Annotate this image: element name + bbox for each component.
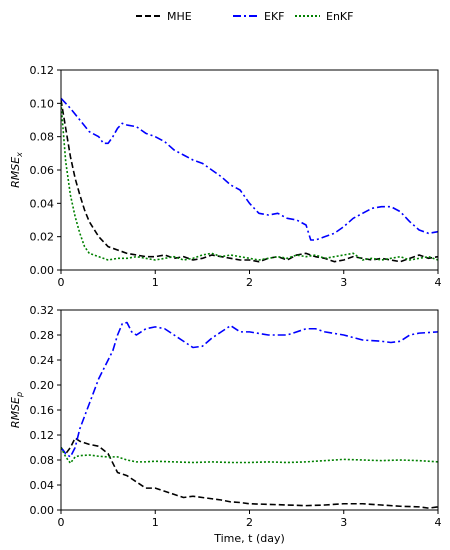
panel-rmse-x: 0.00 0.02 0.04 0.06 0.08 0.10 0.12 0 1 2 3 4 RMSEx [9, 64, 442, 289]
series-line-enkf [61, 103, 438, 261]
panel-rmse-p: 0.00 0.04 0.08 0.12 0.16 0.20 0.24 0.28 0.32 0 1 2 3… [9, 304, 442, 545]
legend-label-mhe: MHE [167, 10, 192, 23]
y-tick-label: 0.12 [30, 429, 55, 442]
y-tick-label: 0.02 [30, 231, 55, 244]
y-tick-label: 0.08 [30, 131, 55, 144]
y-tick-label: 0.06 [30, 164, 55, 177]
legend: MHE EKF EnKF [136, 10, 353, 23]
series-line-ekf [61, 97, 438, 241]
plot-frame [60, 309, 439, 511]
y-axis-label-subscript: p [15, 392, 24, 398]
y-axis-label-base: RMSE [9, 157, 22, 188]
y-tick-label: 0.10 [30, 97, 55, 110]
series-line-mhe [61, 437, 438, 509]
y-tick-label: 0.32 [30, 304, 55, 317]
series-line-ekf [61, 321, 438, 458]
x-tick-label: 3 [340, 516, 347, 529]
legend-label-enkf: EnKF [326, 10, 353, 23]
y-tick-label: 0.28 [30, 329, 55, 342]
x-tick-label: 0 [58, 516, 65, 529]
x-tick-label: 2 [246, 516, 253, 529]
y-tick-label: 0.00 [30, 264, 55, 277]
y-tick-label: 0.20 [30, 379, 55, 392]
y-tick-label: 0.04 [30, 197, 55, 210]
y-axis-label: RMSEp [9, 392, 24, 428]
x-tick-label: 3 [340, 276, 347, 289]
series-line-enkf [61, 447, 438, 464]
series-line-mhe [61, 99, 438, 263]
y-tick-label: 0.00 [30, 504, 55, 517]
x-tick-label: 4 [435, 276, 442, 289]
legend-label-ekf: EKF [264, 10, 285, 23]
x-tick-label: 1 [152, 516, 159, 529]
y-axis-label-base: RMSE [9, 397, 22, 428]
y-tick-label: 0.04 [30, 479, 55, 492]
x-tick-label: 4 [435, 516, 442, 529]
y-axis-label: RMSEx [9, 152, 24, 188]
x-tick-label: 2 [246, 276, 253, 289]
x-axis-label: Time, t (day) [213, 532, 285, 545]
y-tick-label: 0.08 [30, 454, 55, 467]
x-tick-label: 0 [58, 276, 65, 289]
plot-frame [60, 69, 439, 271]
y-tick-label: 0.16 [30, 404, 55, 417]
y-axis-label-subscript: x [15, 152, 24, 158]
y-tick-label: 0.12 [30, 64, 55, 77]
x-tick-label: 1 [152, 276, 159, 289]
y-tick-label: 0.24 [30, 354, 55, 367]
